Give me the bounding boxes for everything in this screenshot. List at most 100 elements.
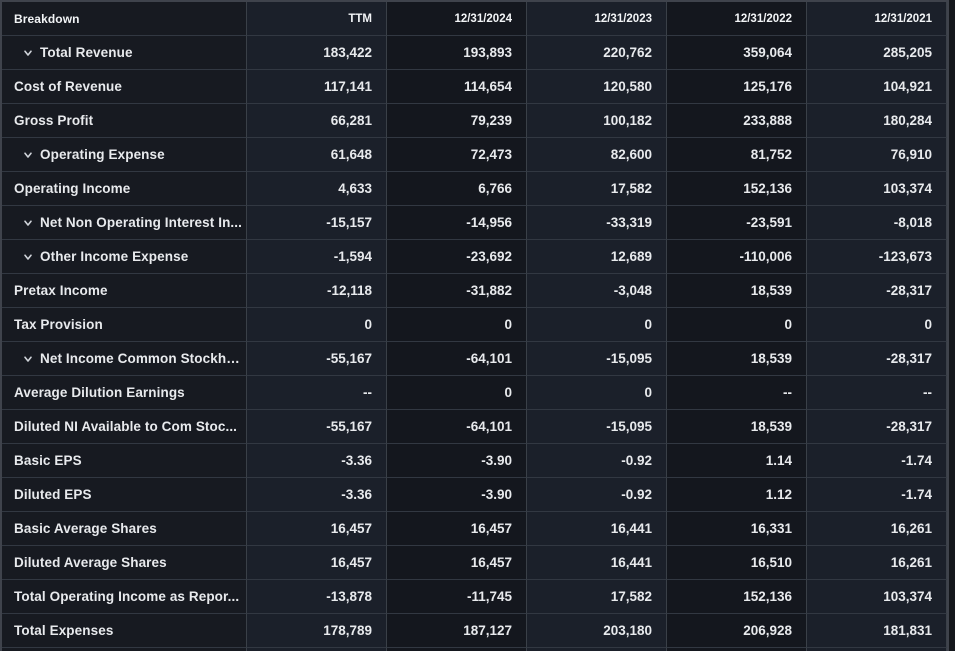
- value-cell: 18,539: [667, 274, 807, 308]
- value-cell: -28,317: [807, 410, 947, 444]
- row-label-cell: Average Dilution Earnings: [2, 376, 247, 410]
- row-label: Pretax Income: [14, 283, 108, 298]
- value-cell: 193,893: [387, 36, 527, 70]
- table-body: Total Revenue 183,422 193,893 220,762 359,06…: [2, 36, 947, 651]
- value-cell: -3.36: [247, 478, 387, 512]
- value-cell: -110,006: [667, 240, 807, 274]
- value-cell: --: [667, 376, 807, 410]
- row-label-cell: Total Revenue: [2, 36, 247, 70]
- value-cell: -8,018: [807, 206, 947, 240]
- chevron-down-icon[interactable]: [23, 252, 33, 262]
- value-cell: [667, 648, 807, 651]
- row-label-cell: Operating Income: [2, 172, 247, 206]
- value-cell: 16,457: [387, 512, 527, 546]
- row-label: Other Income Expense: [40, 249, 189, 264]
- value-cell: 16,441: [527, 546, 667, 580]
- chevron-down-icon[interactable]: [23, 354, 33, 364]
- value-cell: -12,118: [247, 274, 387, 308]
- row-label-cell: Total Expenses: [2, 614, 247, 648]
- table-row: Net Income Common Stockho... -55,167 -64,1…: [2, 342, 947, 376]
- value-cell: -28,317: [807, 274, 947, 308]
- value-cell: -64,101: [387, 342, 527, 376]
- value-cell: --: [807, 376, 947, 410]
- value-cell: 66,281: [247, 104, 387, 138]
- value-cell: -64,101: [387, 410, 527, 444]
- value-cell: -33,319: [527, 206, 667, 240]
- value-cell: -15,157: [247, 206, 387, 240]
- value-cell: -3.90: [387, 444, 527, 478]
- value-cell: 0: [527, 308, 667, 342]
- value-cell: 18,539: [667, 342, 807, 376]
- row-label: Total Expenses: [14, 623, 114, 638]
- value-cell: 104,921: [807, 70, 947, 104]
- row-label-cell: Operating Expense: [2, 138, 247, 172]
- header-row: Breakdown TTM 12/31/2024 12/31/2023 12/31/20…: [2, 2, 947, 36]
- row-label: Average Dilution Earnings: [14, 385, 185, 400]
- value-cell: [527, 648, 667, 651]
- row-label-cell: Diluted NI Available to Com Stoc...: [2, 410, 247, 444]
- row-label-cell: Diluted EPS: [2, 478, 247, 512]
- value-cell: 61,648: [247, 138, 387, 172]
- row-label-cell: Basic EPS: [2, 444, 247, 478]
- row-label: Net Income Common Stockho...: [40, 351, 246, 366]
- value-cell: 220,762: [527, 36, 667, 70]
- row-label-cell: Pretax Income: [2, 274, 247, 308]
- row-label-cell: Net Income Common Stockho...: [2, 342, 247, 376]
- value-cell: 79,239: [387, 104, 527, 138]
- value-cell: 16,457: [387, 546, 527, 580]
- value-cell: 100,182: [527, 104, 667, 138]
- table-row: Pretax Income -12,118 -31,882 -3,048 18,539-…: [2, 274, 947, 308]
- column-header-12-31-2024: 12/31/2024: [387, 2, 527, 36]
- row-label: Tax Provision: [14, 317, 103, 332]
- row-label: Operating Expense: [40, 147, 165, 162]
- value-cell: 6,766: [387, 172, 527, 206]
- table-row: Average Dilution Earnings -- 0 0 -- --: [2, 376, 947, 410]
- value-cell: -0.92: [527, 478, 667, 512]
- value-cell: --: [247, 376, 387, 410]
- value-cell: 16,457: [247, 512, 387, 546]
- value-cell: 285,205: [807, 36, 947, 70]
- table-row: Net Non Operating Interest In... -15,157-…: [2, 206, 947, 240]
- value-cell: -3,048: [527, 274, 667, 308]
- value-cell: [387, 648, 527, 651]
- chevron-down-icon[interactable]: [23, 218, 33, 228]
- value-cell: -23,692: [387, 240, 527, 274]
- table-row: Cost of Revenue 117,141 114,654 120,580 125,…: [2, 70, 947, 104]
- value-cell: 17,582: [527, 172, 667, 206]
- value-cell: 17,582: [527, 580, 667, 614]
- value-cell: 114,654: [387, 70, 527, 104]
- row-label-cell: [2, 648, 247, 651]
- value-cell: 18,539: [667, 410, 807, 444]
- table-row: Total Expenses 178,789 187,127 203,180 206,9…: [2, 614, 947, 648]
- column-header-ttm: TTM: [247, 2, 387, 36]
- value-cell: 0: [387, 376, 527, 410]
- row-label: Total Revenue: [40, 45, 133, 60]
- row-label-cell: Diluted Average Shares: [2, 546, 247, 580]
- value-cell: 76,910: [807, 138, 947, 172]
- table-row: Operating Income 4,633 6,766 17,582 152,136 1…: [2, 172, 947, 206]
- value-cell: -15,095: [527, 342, 667, 376]
- value-cell: 4,633: [247, 172, 387, 206]
- column-header-12-31-2023: 12/31/2023: [527, 2, 667, 36]
- table-row: Total Revenue 183,422 193,893 220,762 359,06…: [2, 36, 947, 70]
- value-cell: -55,167: [247, 342, 387, 376]
- chevron-down-icon[interactable]: [23, 150, 33, 160]
- value-cell: -1.74: [807, 478, 947, 512]
- value-cell: -23,591: [667, 206, 807, 240]
- value-cell: 16,261: [807, 512, 947, 546]
- value-cell: -31,882: [387, 274, 527, 308]
- value-cell: 81,752: [667, 138, 807, 172]
- row-label: Operating Income: [14, 181, 131, 196]
- value-cell: 359,064: [667, 36, 807, 70]
- value-cell: 120,580: [527, 70, 667, 104]
- table-row: Diluted Average Shares 16,457 16,457 16,441…: [2, 546, 947, 580]
- row-label: Diluted EPS: [14, 487, 92, 502]
- value-cell: 206,928: [667, 614, 807, 648]
- value-cell: 0: [387, 308, 527, 342]
- value-cell: 1.12: [667, 478, 807, 512]
- value-cell: 0: [527, 376, 667, 410]
- row-label: Gross Profit: [14, 113, 94, 128]
- chevron-down-icon[interactable]: [23, 48, 33, 58]
- value-cell: 0: [807, 308, 947, 342]
